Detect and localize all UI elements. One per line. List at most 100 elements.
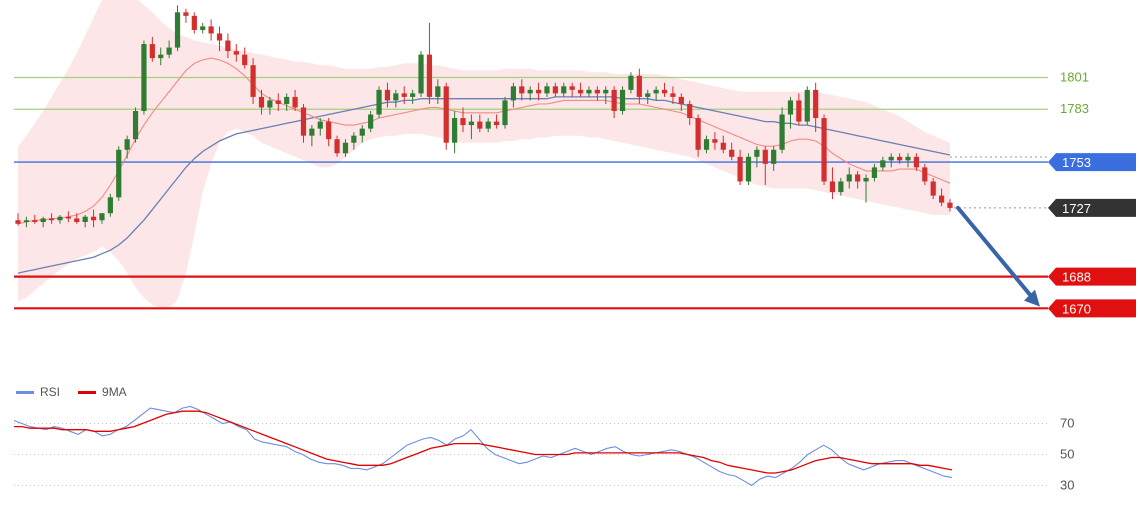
candle-down bbox=[242, 54, 248, 66]
candle-down bbox=[250, 65, 256, 97]
candle-down bbox=[535, 89, 542, 94]
candle-up bbox=[359, 128, 365, 136]
candle-down bbox=[334, 139, 340, 154]
candle-down bbox=[821, 118, 827, 182]
candle-up bbox=[838, 181, 844, 193]
forecast-arrow-head bbox=[1024, 289, 1040, 307]
level-badge-1688 bbox=[1048, 267, 1136, 286]
candle-up bbox=[23, 220, 29, 222]
candle-down bbox=[737, 156, 743, 182]
rsi-tick-30: 30 bbox=[1060, 477, 1074, 492]
candle-down bbox=[426, 54, 433, 97]
candle-up bbox=[653, 89, 659, 94]
candle-down bbox=[939, 195, 945, 203]
candle-down bbox=[493, 121, 500, 126]
level-badge-1753 bbox=[1048, 153, 1136, 172]
level-label-1670: 1670 bbox=[1062, 301, 1091, 316]
candle-up bbox=[863, 177, 869, 182]
candle-up bbox=[804, 89, 810, 122]
candle-down bbox=[149, 44, 155, 59]
candle-up bbox=[82, 216, 88, 222]
candle-down bbox=[855, 174, 861, 182]
candle-down bbox=[74, 218, 80, 222]
candle-down bbox=[670, 93, 676, 97]
candle-down bbox=[762, 149, 768, 164]
candle-down bbox=[922, 167, 928, 182]
candle-up bbox=[284, 96, 290, 104]
level-badge-1670 bbox=[1048, 299, 1136, 318]
candle-down bbox=[477, 121, 483, 129]
candle-down bbox=[443, 86, 449, 143]
candle-down bbox=[913, 156, 920, 168]
level-label-1688: 1688 bbox=[1062, 270, 1091, 285]
candle-up bbox=[846, 174, 852, 182]
level-label-1783: 1783 bbox=[1060, 101, 1089, 116]
candle-up bbox=[628, 75, 634, 90]
candle-down bbox=[233, 51, 239, 55]
candle-up bbox=[57, 216, 63, 221]
level-label-1727: 1727 bbox=[1062, 201, 1091, 216]
candle-down bbox=[65, 216, 71, 219]
slow-ma-line bbox=[17, 96, 951, 274]
candle-up bbox=[527, 89, 533, 94]
candle-down bbox=[611, 89, 617, 111]
rsi-legend: RSI 9MA bbox=[16, 385, 127, 399]
candle-up bbox=[787, 100, 794, 115]
candle-up bbox=[124, 139, 130, 150]
candle-down bbox=[687, 103, 693, 119]
candle-up bbox=[107, 197, 113, 214]
candle-up bbox=[544, 86, 550, 94]
rsi-series-9ma bbox=[14, 410, 953, 474]
candle-down bbox=[695, 118, 701, 150]
legend-item-9ma: 9MA bbox=[78, 385, 127, 399]
rsi-tick-70: 70 bbox=[1060, 416, 1074, 431]
candle-down bbox=[401, 93, 407, 97]
candle-down bbox=[225, 40, 231, 52]
candle-down bbox=[729, 149, 735, 157]
candle-up bbox=[888, 156, 894, 161]
candle-up bbox=[116, 149, 122, 198]
candle-down bbox=[275, 100, 281, 104]
candle-up bbox=[99, 213, 105, 221]
candle-up bbox=[393, 93, 399, 101]
candle-up bbox=[586, 89, 592, 94]
candle-down bbox=[813, 89, 819, 119]
candle-down bbox=[326, 121, 332, 140]
candle-up bbox=[745, 156, 752, 182]
candle-down bbox=[48, 218, 55, 221]
candle-down bbox=[191, 15, 197, 30]
ma-legend-label: 9MA bbox=[102, 385, 127, 399]
candle-up bbox=[468, 121, 475, 126]
candle-down bbox=[594, 89, 600, 94]
candle-up bbox=[905, 156, 911, 161]
candle-up bbox=[871, 167, 878, 178]
candle-down bbox=[829, 181, 836, 193]
candle-up bbox=[267, 100, 273, 108]
candle-up bbox=[368, 114, 374, 129]
candle-up bbox=[754, 149, 760, 157]
candle-down bbox=[636, 75, 642, 97]
candle-down bbox=[930, 181, 936, 196]
candle-down bbox=[519, 86, 525, 94]
candle-down bbox=[897, 156, 903, 161]
candle-up bbox=[779, 114, 785, 150]
rsi-legend-swatch bbox=[16, 390, 34, 394]
candle-up bbox=[485, 121, 491, 129]
candle-down bbox=[208, 26, 214, 34]
candle-up bbox=[166, 47, 172, 55]
rsi-panel: 70 50 30 bbox=[13, 405, 1074, 492]
candle-up bbox=[317, 121, 323, 129]
candle-down bbox=[712, 139, 718, 143]
candle-down bbox=[569, 86, 575, 90]
candle-up bbox=[174, 12, 181, 48]
candle-down bbox=[552, 86, 558, 94]
candle-down bbox=[15, 220, 21, 224]
candle-up bbox=[645, 93, 651, 97]
candle-down bbox=[258, 96, 265, 108]
candle-up bbox=[452, 118, 458, 143]
candle-up bbox=[603, 89, 609, 94]
candle-down bbox=[384, 89, 391, 101]
price-panel: 1801 1783 1753 1727 1688 1670 bbox=[14, 0, 1136, 318]
candle-up bbox=[435, 86, 441, 97]
